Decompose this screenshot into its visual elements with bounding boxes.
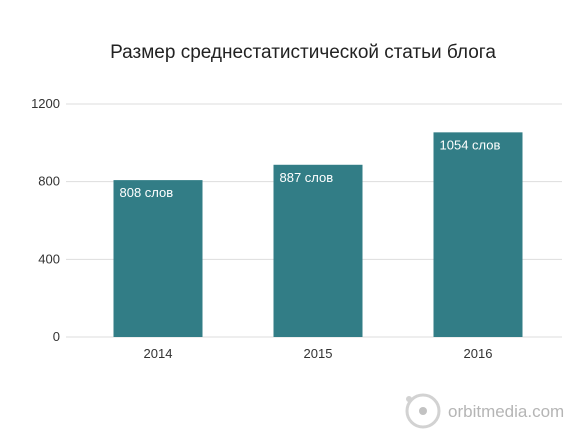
y-tick-label: 1200 xyxy=(31,96,60,111)
x-tick-label: 2016 xyxy=(464,346,493,361)
bar-data-label: 1054 слов xyxy=(440,137,501,152)
bar-data-label: 887 слов xyxy=(280,170,334,185)
bar-2016 xyxy=(433,132,523,337)
y-axis-ticks: 0 400 800 1200 xyxy=(31,96,60,344)
x-axis-ticks: 2014 2015 2016 xyxy=(144,346,493,361)
bar-2015 xyxy=(273,164,363,337)
bar-2014 xyxy=(113,180,203,337)
y-tick-label: 800 xyxy=(38,174,60,189)
bar-data-label: 808 слов xyxy=(120,185,174,200)
watermark-text: orbitmedia.com xyxy=(448,402,564,421)
x-tick-label: 2014 xyxy=(144,346,173,361)
orbit-logo-icon xyxy=(405,393,441,429)
x-tick-label: 2015 xyxy=(304,346,333,361)
y-tick-label: 0 xyxy=(53,329,60,344)
bars: 808 слов 887 слов 1054 слов xyxy=(113,132,523,337)
chart-title: Размер среднестатистической статьи блога xyxy=(110,42,496,63)
watermark: orbitmedia.com xyxy=(405,393,564,429)
y-tick-label: 400 xyxy=(38,251,60,266)
